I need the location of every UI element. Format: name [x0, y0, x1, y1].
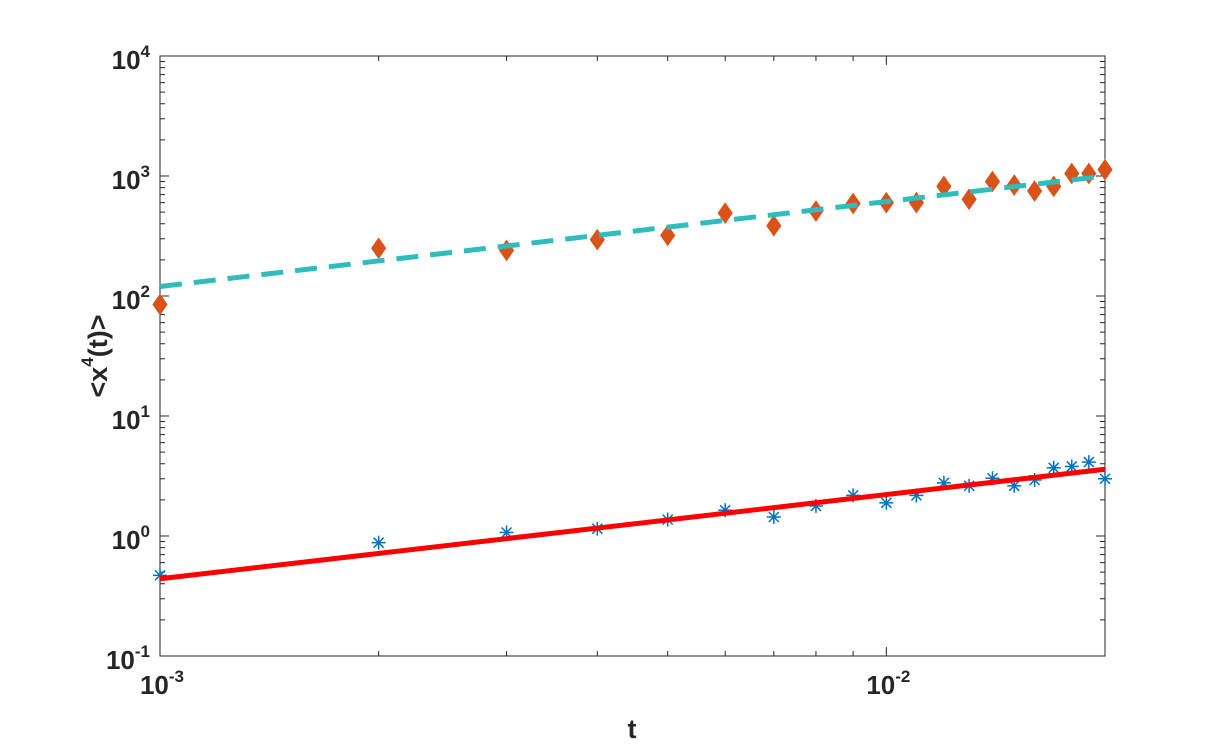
y-axis-label: <x4(t)> [78, 314, 113, 397]
asterisk-point [1081, 455, 1096, 470]
asterisk-point [371, 535, 386, 550]
asterisk-point [766, 509, 781, 524]
x-tick-label: 10-3 [140, 667, 184, 700]
y-tick-label: 100 [112, 522, 150, 555]
tick-labels: 10-3 10-2 10-1 100 101 102 103 104 [106, 42, 910, 700]
diamond-point [152, 293, 168, 316]
asterisk-point [879, 495, 894, 510]
y-tick-label: 10-1 [106, 642, 150, 675]
y-tick-label: 103 [112, 162, 150, 195]
asterisk-point [1046, 460, 1061, 475]
diamond-point [961, 188, 977, 211]
marks [152, 158, 1113, 583]
diamond-point [1026, 180, 1043, 202]
fit-line-solid [159, 466, 1106, 582]
plot-area [159, 55, 1106, 657]
fit-line-dashed [159, 173, 1106, 289]
x-axis-label: t [628, 714, 637, 744]
y-tick-label: 104 [112, 42, 151, 75]
y-tick-label: 102 [112, 282, 150, 315]
diamond-point [371, 237, 387, 260]
asterisk-point [1064, 459, 1079, 474]
x-tick-label: 10-2 [866, 667, 910, 700]
diamond-point [717, 202, 733, 225]
asterisk-point [1098, 471, 1112, 486]
diamond-point [766, 214, 782, 237]
diamond-point [1097, 158, 1113, 181]
y-tick-label: 101 [112, 402, 150, 435]
diamond-point [660, 224, 676, 247]
